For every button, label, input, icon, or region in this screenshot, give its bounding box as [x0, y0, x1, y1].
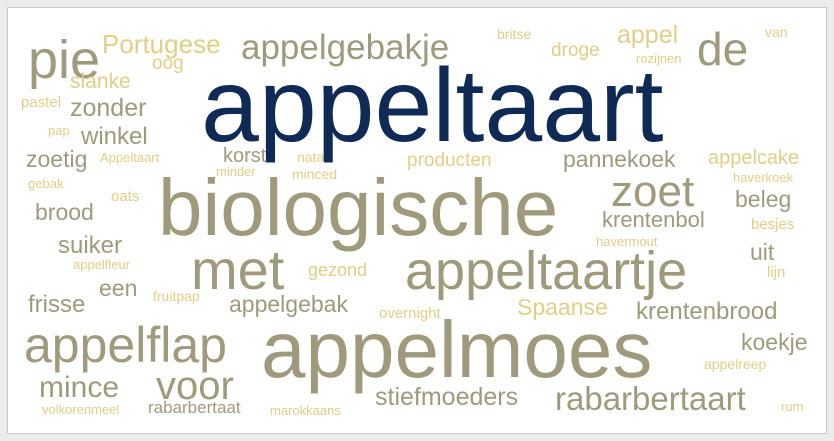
- word-appelfleur: appelfleur: [73, 257, 131, 272]
- word-krentenbrood: krentenbrood: [636, 298, 778, 325]
- word-britse: britse: [497, 26, 532, 42]
- word-zoetig: zoetig: [26, 146, 88, 172]
- word-droge: droge: [551, 40, 600, 61]
- word-mince: mince: [39, 371, 120, 404]
- word-pie: pie: [28, 30, 101, 90]
- word-minder: minder: [216, 164, 256, 179]
- word-winkel: winkel: [81, 123, 148, 150]
- word-producten: producten: [407, 150, 492, 171]
- word-appelgebakje: appelgebakje: [241, 28, 450, 67]
- word-gezond: gezond: [308, 260, 368, 280]
- word-appelcake: appelcake: [708, 147, 800, 169]
- word-nata: nata: [297, 149, 325, 165]
- word-appeltaartje: appeltaartje: [405, 241, 688, 301]
- word-zoet: zoet: [611, 167, 695, 216]
- word-lijn: lijn: [767, 264, 786, 281]
- word-portugese: Portugese: [102, 29, 221, 59]
- word-oats: oats: [111, 188, 140, 205]
- word-uit: uit: [750, 239, 775, 265]
- word-beleg: beleg: [735, 186, 792, 212]
- word-marokkaans: marokkaans: [270, 403, 341, 418]
- word-besjes: besjes: [751, 216, 795, 233]
- word-appelflap: appelflap: [24, 317, 227, 373]
- word-stiefmoeders: stiefmoeders: [375, 383, 519, 411]
- word-rabarbertaat: rabarbertaat: [148, 398, 241, 417]
- word-pap: pap: [48, 123, 70, 138]
- word-cloud: appeltaart biologische appelmoes appelta…: [7, 7, 827, 434]
- word-frisse: frisse: [28, 291, 86, 318]
- word-spaanse: Spaanse: [517, 294, 608, 320]
- word-rabarbertaart: rabarbertaart: [555, 380, 746, 417]
- word-havermout: havermout: [596, 234, 658, 249]
- word-krentenbol: krentenbol: [602, 207, 705, 232]
- word-van: van: [765, 24, 788, 40]
- word-volkorenmeel: volkorenmeel: [42, 402, 120, 417]
- word-appel: appel: [617, 21, 679, 49]
- word-een: een: [99, 275, 138, 301]
- word-appelmoes: appelmoes: [261, 305, 653, 394]
- word-gebak: gebak: [28, 176, 64, 191]
- word-fruitpap: fruitpap: [153, 288, 200, 304]
- word-voor: voor: [156, 364, 234, 408]
- word-korst: korst: [223, 145, 267, 167]
- word-haverkoek: haverkoek: [733, 170, 793, 185]
- word-appelreep: appelreep: [704, 356, 767, 372]
- word-overnight: overnight: [379, 305, 441, 322]
- word-slanke: slanke: [70, 70, 131, 93]
- word-de: de: [697, 23, 749, 75]
- word-brood: brood: [35, 199, 94, 225]
- word-rum: rum: [781, 399, 804, 414]
- word-pannekoek: pannekoek: [563, 146, 676, 172]
- word-zonder: zonder: [70, 94, 147, 122]
- word-rozijnen: rozijnen: [636, 51, 682, 66]
- word-minced: minced: [292, 166, 338, 182]
- word-suiker: suiker: [58, 232, 123, 259]
- word-appeltaart: appeltaart: [201, 48, 664, 164]
- word-met: met: [191, 238, 285, 301]
- word-appelgebak: appelgebak: [229, 291, 348, 317]
- word-appeltaart-small: Appeltaart: [100, 150, 160, 165]
- word-koekje: koekje: [741, 329, 808, 355]
- word-biologische: biologische: [158, 163, 559, 252]
- word-pastel: pastel: [21, 94, 62, 111]
- word-oog: oog: [152, 53, 184, 74]
